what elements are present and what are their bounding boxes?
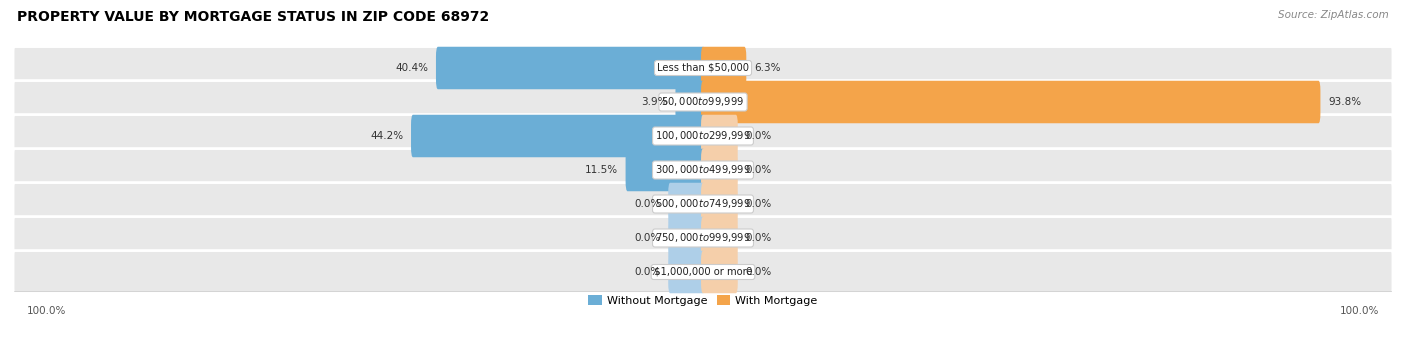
Text: PROPERTY VALUE BY MORTGAGE STATUS IN ZIP CODE 68972: PROPERTY VALUE BY MORTGAGE STATUS IN ZIP… <box>17 10 489 24</box>
FancyBboxPatch shape <box>626 149 704 191</box>
FancyBboxPatch shape <box>702 217 738 259</box>
FancyBboxPatch shape <box>702 115 738 157</box>
FancyBboxPatch shape <box>675 81 704 123</box>
FancyBboxPatch shape <box>702 183 738 225</box>
Text: 0.0%: 0.0% <box>745 199 772 209</box>
Text: $50,000 to $99,999: $50,000 to $99,999 <box>661 96 745 108</box>
FancyBboxPatch shape <box>702 47 747 89</box>
Legend: Without Mortgage, With Mortgage: Without Mortgage, With Mortgage <box>583 291 823 310</box>
FancyBboxPatch shape <box>668 217 704 259</box>
Text: 40.4%: 40.4% <box>395 63 427 73</box>
Text: 11.5%: 11.5% <box>585 165 617 175</box>
Text: 0.0%: 0.0% <box>745 131 772 141</box>
Text: Source: ZipAtlas.com: Source: ZipAtlas.com <box>1278 10 1389 20</box>
Text: $100,000 to $299,999: $100,000 to $299,999 <box>655 130 751 142</box>
FancyBboxPatch shape <box>411 115 704 157</box>
FancyBboxPatch shape <box>702 149 738 191</box>
Text: $500,000 to $749,999: $500,000 to $749,999 <box>655 198 751 210</box>
Text: 93.8%: 93.8% <box>1329 97 1361 107</box>
FancyBboxPatch shape <box>13 251 1393 293</box>
Text: $750,000 to $999,999: $750,000 to $999,999 <box>655 232 751 244</box>
Text: $1,000,000 or more: $1,000,000 or more <box>654 267 752 277</box>
FancyBboxPatch shape <box>668 251 704 293</box>
FancyBboxPatch shape <box>13 217 1393 259</box>
Text: 0.0%: 0.0% <box>634 267 661 277</box>
Text: 0.0%: 0.0% <box>745 165 772 175</box>
Text: 0.0%: 0.0% <box>745 267 772 277</box>
FancyBboxPatch shape <box>13 47 1393 89</box>
FancyBboxPatch shape <box>702 81 1320 123</box>
Text: 6.3%: 6.3% <box>754 63 780 73</box>
Text: 0.0%: 0.0% <box>634 199 661 209</box>
Text: Less than $50,000: Less than $50,000 <box>657 63 749 73</box>
Text: $300,000 to $499,999: $300,000 to $499,999 <box>655 164 751 176</box>
Text: 44.2%: 44.2% <box>370 131 404 141</box>
FancyBboxPatch shape <box>13 149 1393 191</box>
FancyBboxPatch shape <box>13 183 1393 225</box>
FancyBboxPatch shape <box>702 251 738 293</box>
FancyBboxPatch shape <box>668 183 704 225</box>
Text: 0.0%: 0.0% <box>745 233 772 243</box>
Text: 3.9%: 3.9% <box>641 97 668 107</box>
FancyBboxPatch shape <box>13 115 1393 157</box>
FancyBboxPatch shape <box>13 81 1393 123</box>
Text: 0.0%: 0.0% <box>634 233 661 243</box>
FancyBboxPatch shape <box>436 47 704 89</box>
